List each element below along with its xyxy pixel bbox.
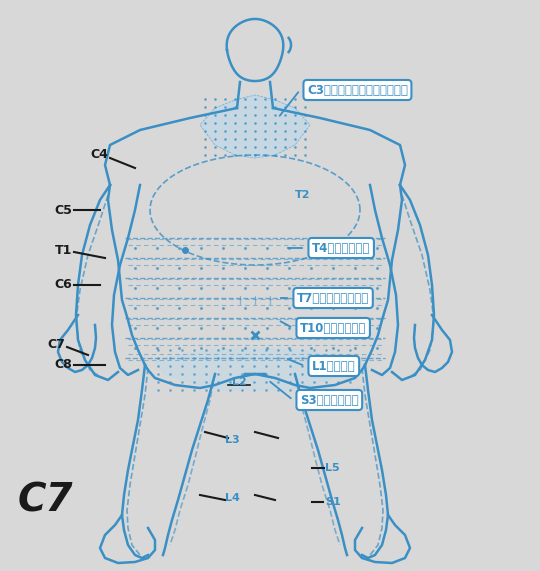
- Text: L5: L5: [325, 463, 340, 473]
- Text: C7: C7: [18, 481, 73, 519]
- Text: C4: C4: [90, 148, 108, 162]
- Text: C3：タートルネックのあたり: C3：タートルネックのあたり: [307, 83, 408, 96]
- Text: L3: L3: [225, 435, 239, 445]
- Text: C5: C5: [54, 203, 72, 216]
- Text: S3：オチンチン: S3：オチンチン: [300, 393, 359, 407]
- Text: L2: L2: [232, 377, 247, 387]
- Text: T7：剣状突起の高さ: T7：剣状突起の高さ: [297, 292, 369, 304]
- Text: T10：ヘソの高さ: T10：ヘソの高さ: [300, 321, 366, 335]
- Text: T2: T2: [295, 190, 310, 200]
- Text: L1：鼠径部: L1：鼠径部: [312, 360, 356, 372]
- Polygon shape: [200, 95, 310, 158]
- Text: C6: C6: [54, 279, 72, 292]
- Polygon shape: [155, 348, 355, 390]
- Text: T4：乳頭の高さ: T4：乳頭の高さ: [312, 242, 370, 255]
- Text: T1: T1: [55, 243, 72, 256]
- Text: C7: C7: [47, 339, 65, 352]
- Text: L4: L4: [225, 493, 239, 503]
- Text: C8: C8: [54, 359, 72, 372]
- Text: S1: S1: [325, 497, 341, 507]
